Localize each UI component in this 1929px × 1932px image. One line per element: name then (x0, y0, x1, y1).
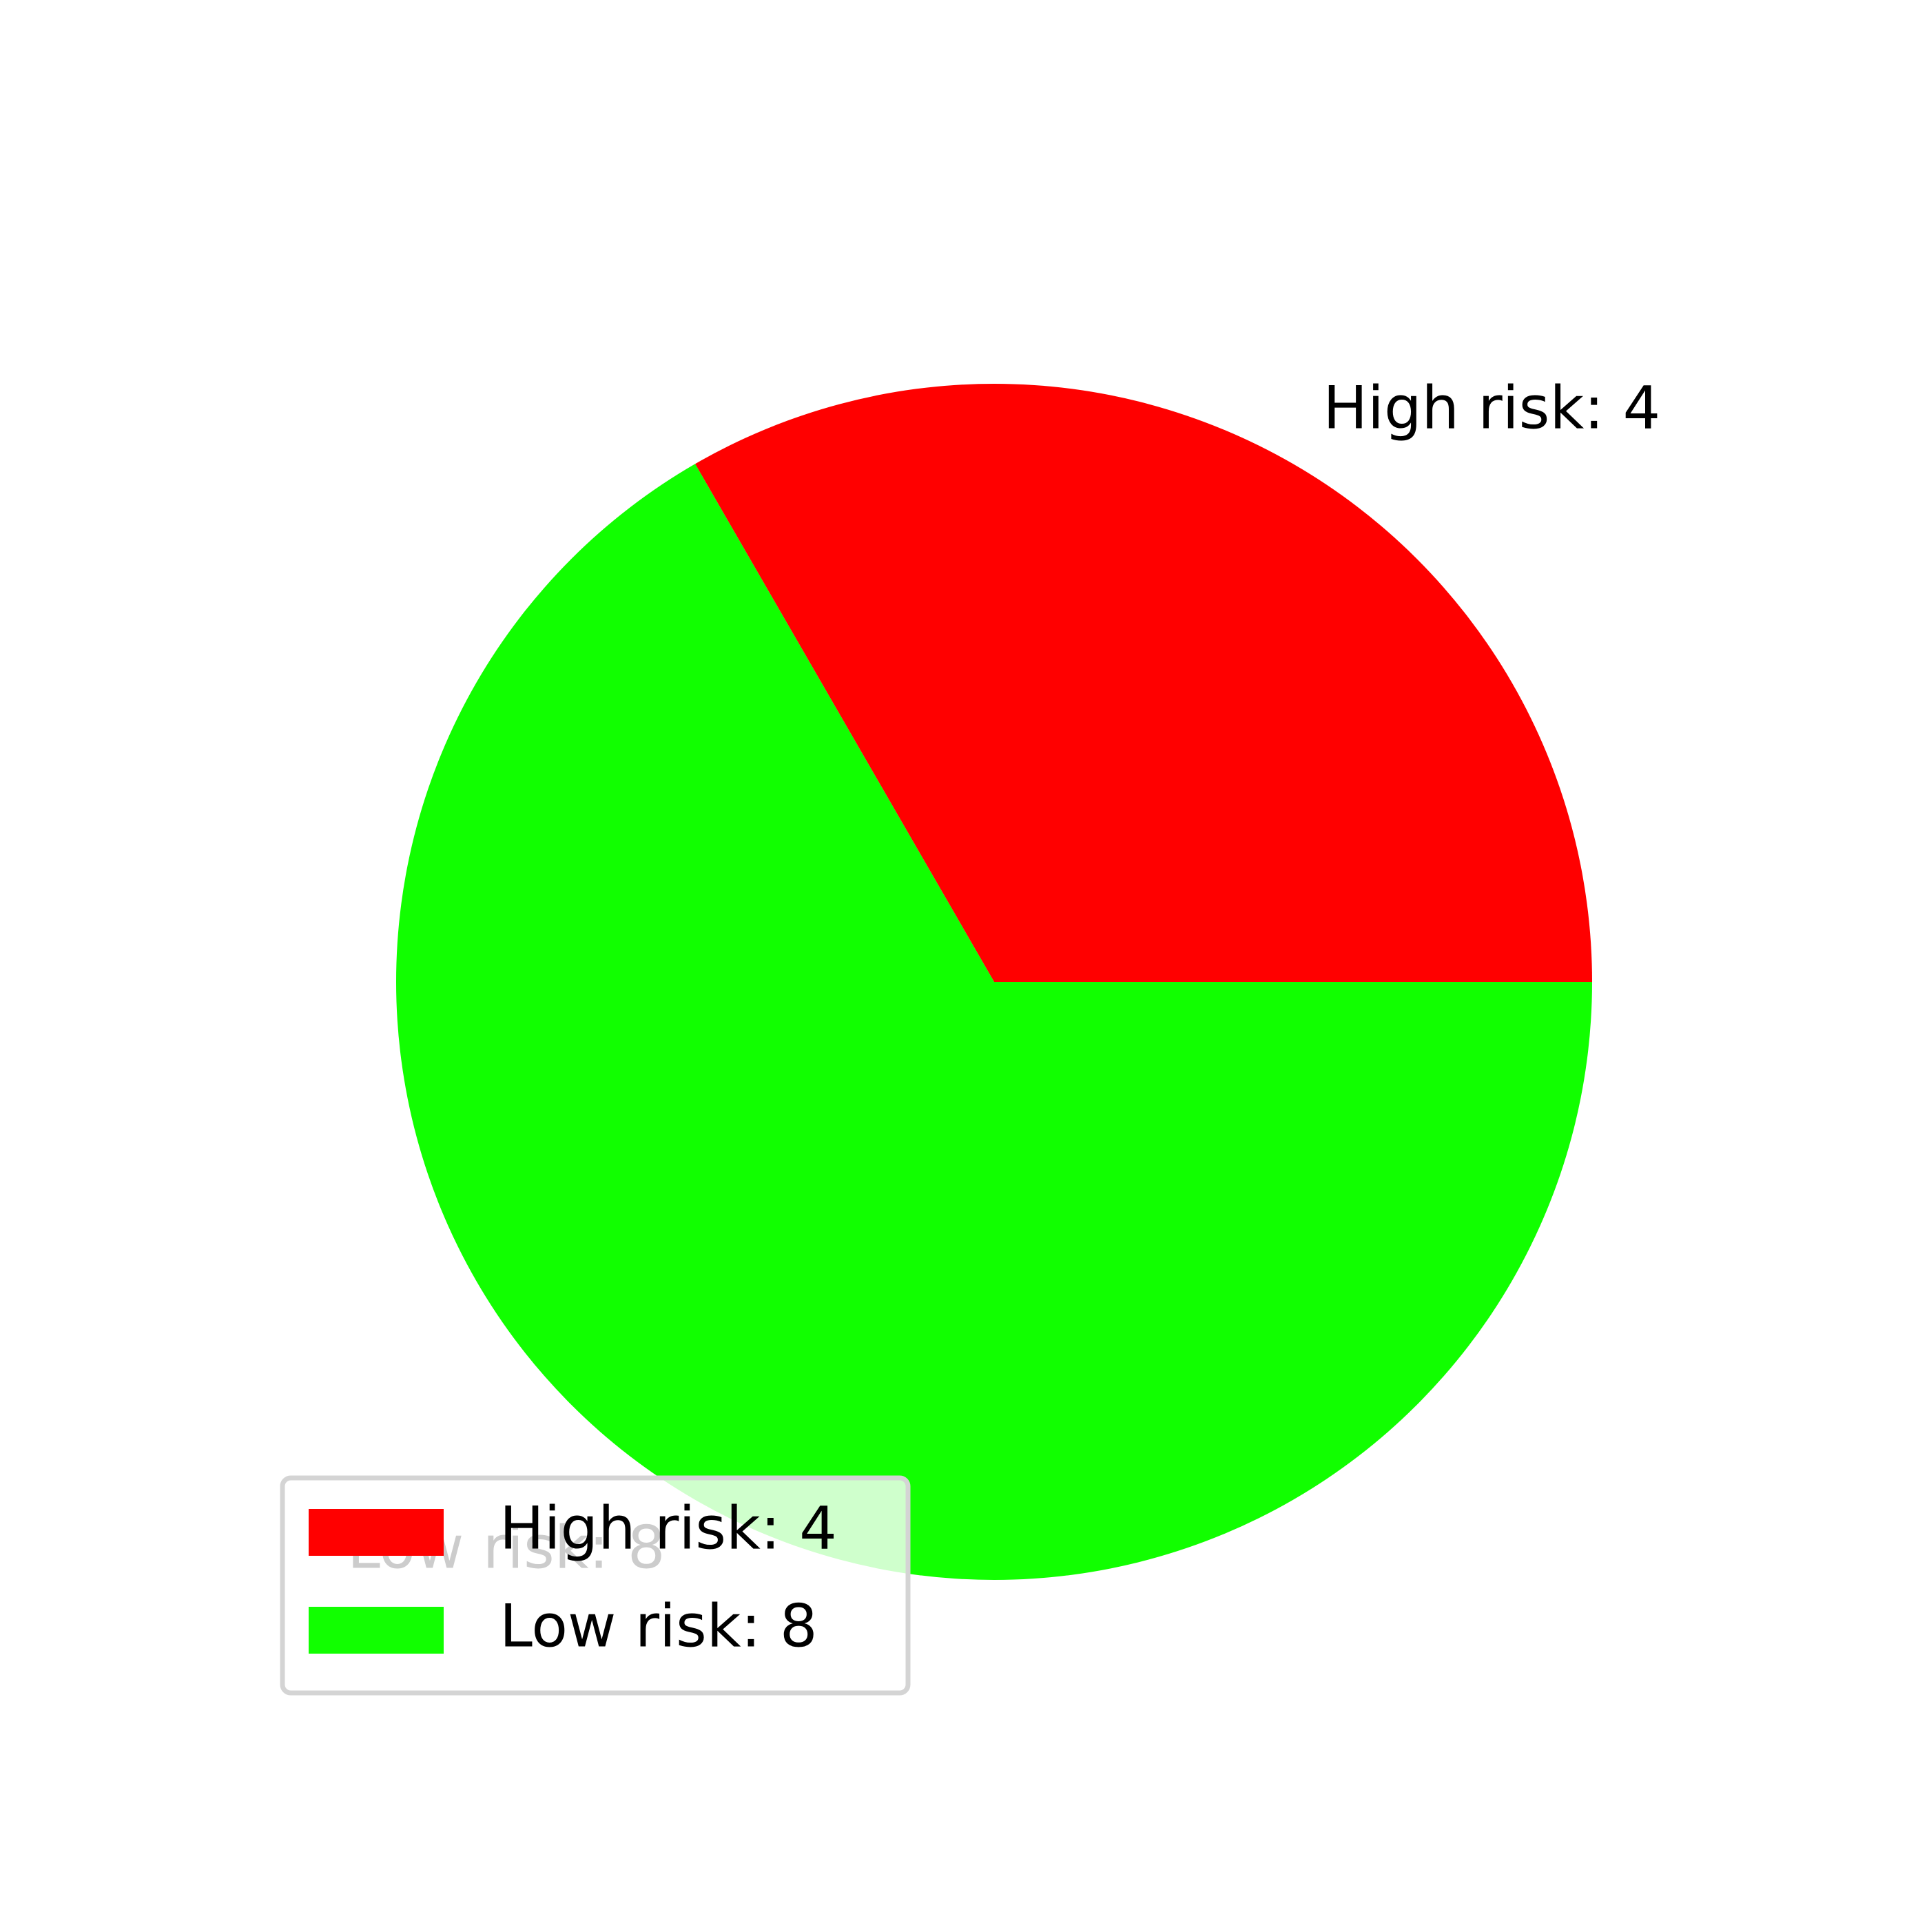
slice-label-high-risk: High risk: 4 (1323, 374, 1660, 443)
legend-label-high-risk: High risk: 4 (499, 1494, 837, 1563)
pie-slices (396, 384, 1592, 1580)
legend-label-low-risk: Low risk: 8 (499, 1592, 818, 1661)
pie-slice-high-risk (695, 384, 1592, 982)
legend-swatch-high-risk (309, 1509, 444, 1556)
pie-slice-low-risk (396, 464, 1592, 1580)
legend: High risk: 4 Low risk: 8 (280, 1475, 911, 1696)
legend-swatch-low-risk (309, 1607, 444, 1654)
